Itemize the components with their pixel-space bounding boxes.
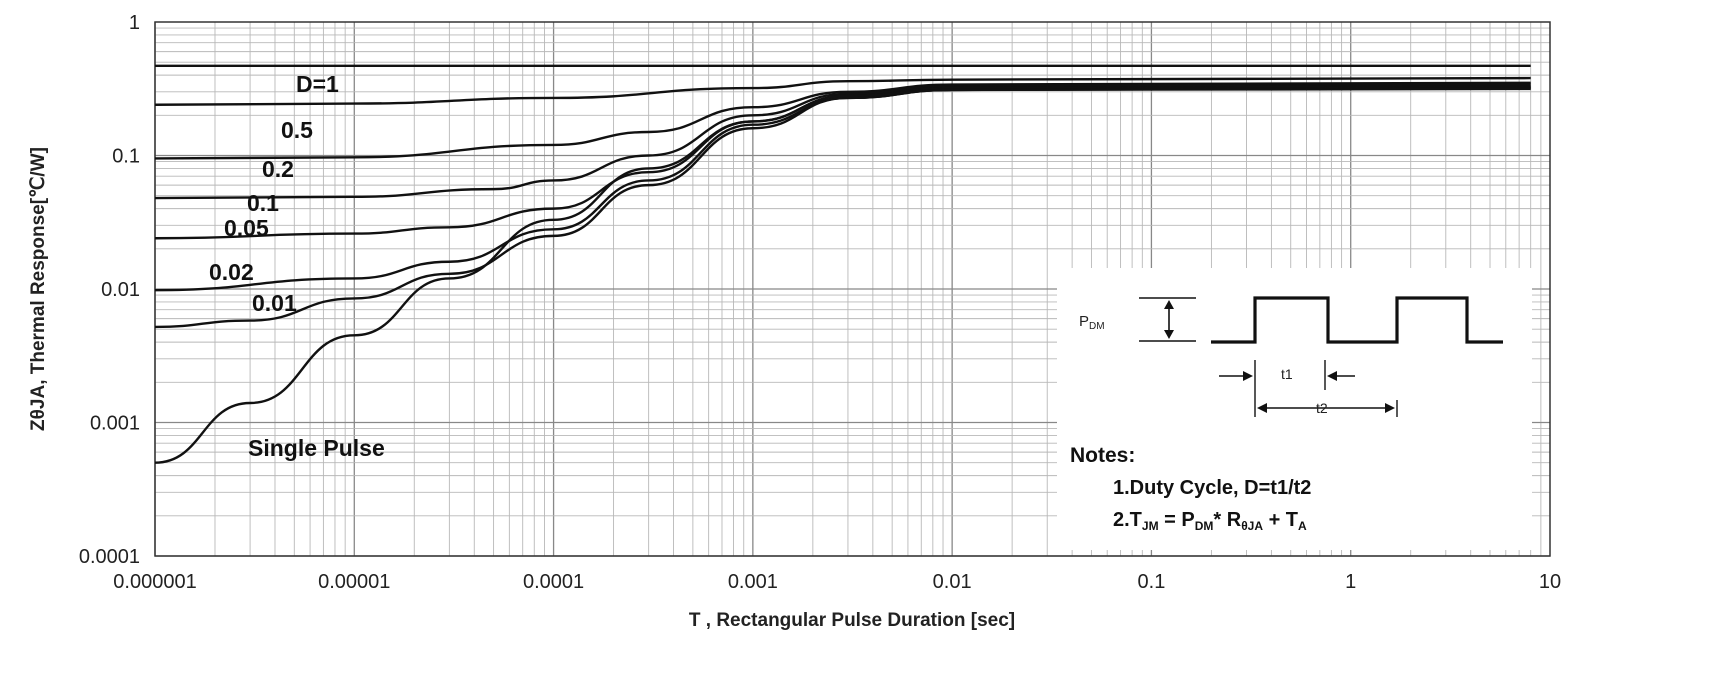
x-tick-label: 0.1 (1138, 571, 1166, 593)
x-tick-label: 0.000001 (113, 571, 196, 593)
t2-arrow-left-head (1257, 403, 1267, 413)
pdm-arrow-down-head (1164, 330, 1174, 339)
curve-label: 0.5 (281, 117, 313, 143)
t1-left-arrow-head (1243, 371, 1253, 381)
curve-0-5 (154, 76, 1531, 106)
curve-0-1 (154, 83, 1531, 200)
y-tick-label: 0.1 (112, 146, 140, 168)
curve-0-2 (154, 81, 1531, 160)
curve-label: 0.2 (262, 156, 294, 182)
curve-label: D=1 (296, 71, 339, 97)
curve-single-pulse (154, 87, 1531, 464)
t1-right-arrow-head (1327, 371, 1337, 381)
y-tick-label: 0.001 (90, 413, 140, 435)
x-tick-label: 0.01 (933, 571, 972, 593)
pdm-arrow-up-head (1164, 300, 1174, 309)
x-tick-label: 1 (1345, 571, 1356, 593)
note-junction-temperature: 2.TJM = PDM* RθJA + TA (1113, 509, 1307, 533)
x-tick-label: 10 (1539, 571, 1561, 593)
notes-title: Notes: (1070, 444, 1135, 467)
inset-panel: PDM t1 t2 Notes: 1.Duty Cycle, D=t1/t2 2… (1057, 268, 1532, 550)
curve-labels: D=1 0.5 0.2 0.10.05 0.02 0.01 Single Pulse (209, 71, 385, 461)
x-axis-title: T , Rectangular Pulse Duration [sec] (689, 610, 1015, 631)
curve-label: 0.1 (247, 190, 279, 216)
grid (154, 22, 1550, 557)
curve-label: 0.01 (252, 290, 297, 316)
curve-0-02 (154, 85, 1531, 292)
x-tick-label: 0.0001 (523, 571, 584, 593)
y-tick-label: 0.01 (101, 279, 140, 301)
y-tick-labels: 0.0001 0.001 0.01 0.1 1 (79, 12, 140, 568)
y-axis-title: ZθJA, Thermal Response[℃/W] (28, 147, 49, 431)
y-tick-label: 1 (129, 12, 140, 34)
t2-label: t2 (1316, 400, 1328, 416)
y-tick-label: 0.0001 (79, 546, 140, 568)
t2-arrow-right-head (1385, 403, 1395, 413)
x-tick-label: 0.00001 (318, 571, 390, 593)
pulse-waveform (1211, 296, 1503, 344)
x-tick-label: 0.001 (728, 571, 778, 593)
x-tick-labels: 0.000001 0.00001 0.0001 0.001 0.01 0.1 1 10 (113, 571, 1561, 593)
note-duty-cycle: 1.Duty Cycle, D=t1/t2 (1113, 477, 1311, 499)
curve-label: 0.05 (224, 215, 269, 241)
curve-label: Single Pulse (248, 435, 385, 461)
t1-label: t1 (1281, 366, 1293, 382)
inset-background (1057, 268, 1532, 550)
pdm-label: PDM (1079, 313, 1105, 332)
curve-label: 0.02 (209, 259, 254, 285)
curve-0-05 (154, 85, 1531, 240)
curves (154, 64, 1531, 464)
